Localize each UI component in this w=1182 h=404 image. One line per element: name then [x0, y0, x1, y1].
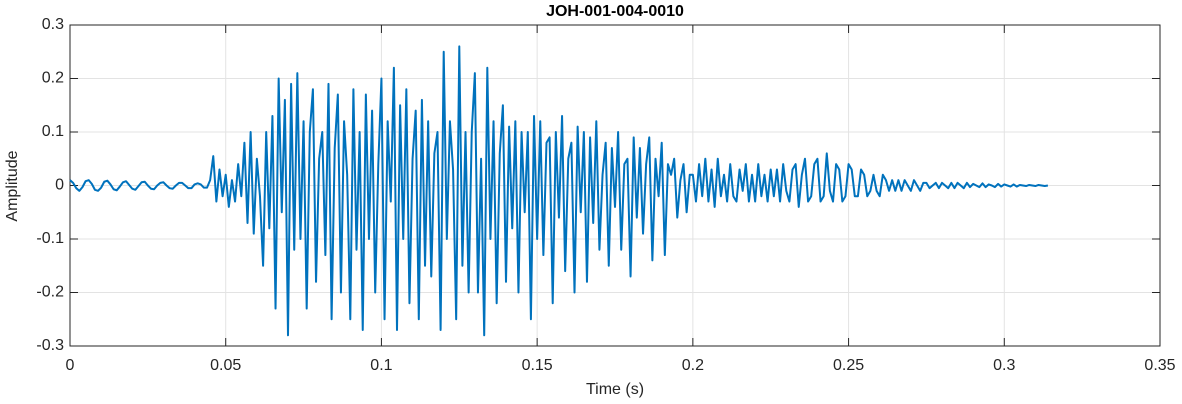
y-tick-label: -0.3 — [36, 337, 64, 354]
chart-title: JOH-001-004-0010 — [546, 3, 684, 20]
x-tick-label: 0.05 — [210, 357, 241, 374]
x-tick-label: 0.1 — [370, 357, 392, 374]
plot-frame — [69, 24, 1161, 347]
y-tick-label: 0.1 — [42, 123, 64, 140]
y-tick-label: 0.3 — [42, 16, 64, 33]
y-tick-label: 0.2 — [42, 70, 64, 87]
y-tick-label: 0 — [55, 177, 64, 194]
x-tick-label: 0.35 — [1144, 357, 1175, 374]
y-tick-label: -0.2 — [36, 284, 64, 301]
x-tick-label: 0.3 — [993, 357, 1015, 374]
x-axis-label: Time (s) — [586, 381, 644, 398]
x-tick-label: 0.25 — [833, 357, 864, 374]
waveform-line — [69, 45, 1049, 337]
x-tick-label: 0.2 — [682, 357, 704, 374]
y-axis-label: Amplitude — [4, 150, 21, 221]
x-tick-label: 0 — [66, 357, 75, 374]
y-tick-label: -0.1 — [36, 230, 64, 247]
x-tick-label: 0.15 — [522, 357, 553, 374]
